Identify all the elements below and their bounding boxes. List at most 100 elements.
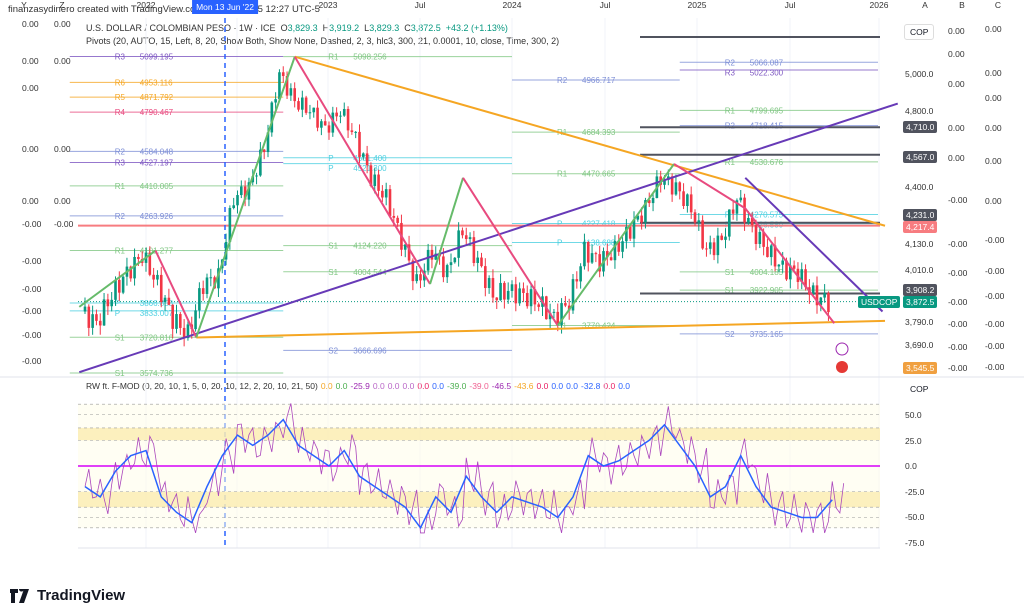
osc-title: RW ft. F-MOD (0, 20, 10, 1, 5, 0, 20, 10… (86, 381, 318, 391)
left-axis-value: 0.00 (22, 56, 39, 66)
candle-body (647, 200, 651, 204)
time-axis-button[interactable]: A (922, 0, 928, 10)
time-axis-button[interactable]: B (959, 0, 965, 10)
osc-value: -39.0 (447, 381, 467, 391)
candle-body (182, 327, 186, 339)
pivot-label: R1 (328, 53, 339, 62)
pivot-value: 4871.792 (140, 93, 174, 102)
left-axis-value: -0.00 (22, 356, 42, 366)
right-axis-value: 0.00 (985, 93, 1002, 103)
candle-body (255, 175, 258, 177)
candle-body (232, 205, 235, 208)
price-tick: 4,400.0 (905, 182, 934, 192)
time-axis-button[interactable]: C (994, 0, 1002, 10)
osc-value: 0.0 (335, 381, 348, 391)
candle-body (163, 297, 167, 303)
price-tick: 4,800.0 (905, 106, 934, 116)
tradingview-logo: TradingView (10, 587, 125, 604)
price-badge: 4,567.0 (903, 151, 938, 163)
candle-body (83, 306, 87, 312)
right-axis-value: 0.00 (948, 153, 965, 163)
candle-body (510, 284, 514, 291)
candle-body (705, 248, 708, 250)
candle-body (712, 242, 716, 256)
time-axis-button[interactable]: Z (59, 0, 65, 10)
candle-body (686, 194, 689, 206)
pivot-value: 4551.400 (353, 154, 387, 163)
pivot-label: R3 (115, 159, 126, 168)
close-label: C (404, 23, 411, 33)
candle-body (487, 278, 491, 289)
trendline-orange (294, 55, 886, 227)
osc-value: 0.0 (536, 381, 549, 391)
candle-body (152, 274, 155, 280)
candle-body (434, 253, 438, 260)
symbol-legend[interactable]: U.S. DOLLAR / COLOMBIAN PESO · 1W · ICE … (86, 23, 508, 33)
time-axis-button[interactable]: Y (21, 0, 27, 10)
candle-body (464, 235, 468, 240)
time-axis-label: 2025 (687, 0, 707, 10)
candle-body (548, 312, 552, 320)
candle-body (564, 303, 567, 306)
candle-body (159, 274, 163, 303)
pivot-value: 4124.220 (353, 242, 387, 251)
candle-body (491, 278, 495, 298)
candle-body (304, 97, 308, 113)
pivot-label: S2 (725, 330, 735, 339)
candle-body (636, 215, 640, 220)
pivot-value: 4470.665 (582, 170, 616, 179)
candle-body (301, 97, 304, 110)
candle-body (426, 249, 430, 271)
candle-body (110, 299, 113, 307)
candle-body (529, 289, 533, 307)
right-axis-value: -0.00 (948, 319, 968, 329)
chart-credit: finanzasydinero created with TradingView… (8, 4, 320, 15)
candle-body (91, 314, 94, 328)
oscillator-legend[interactable]: RW ft. F-MOD (0, 20, 10, 1, 5, 0, 20, 10… (86, 381, 636, 391)
left-axis-value: 0.00 (54, 196, 71, 206)
candle-body (632, 219, 636, 239)
osc-value: -39.0 (469, 381, 489, 391)
candle-body (354, 131, 357, 133)
right-axis-value: 0.00 (985, 24, 1002, 34)
pivot-value: 3866.858 (140, 299, 174, 308)
candle-body (583, 242, 586, 267)
candle-body (640, 215, 643, 223)
trendline-purple (744, 177, 884, 313)
candle-body (407, 244, 411, 261)
candle-body (811, 285, 815, 295)
candle-body (320, 121, 323, 128)
candle-body (205, 277, 209, 294)
pivot-value: 4584.048 (140, 147, 174, 156)
candle-body (476, 257, 479, 263)
right-axis-value: 0.00 (948, 123, 965, 133)
candle-body (689, 194, 693, 213)
pivot-value: 4227.418 (582, 220, 616, 229)
zigzag-down-leg (293, 56, 431, 285)
candle-body (766, 246, 769, 258)
pivot-label: P (115, 309, 120, 318)
pivot-value: 4527.197 (140, 159, 174, 168)
right-axis-value: -0.00 (948, 268, 968, 278)
candle-body (594, 253, 598, 255)
pivot-value: 3770.424 (582, 321, 616, 330)
candle-body (98, 320, 102, 326)
candle-body (415, 274, 418, 282)
right-axis-value: 0.00 (985, 156, 1002, 166)
candle-body (598, 254, 601, 272)
pivot-label: R1 (725, 158, 736, 167)
candle-body (243, 186, 247, 200)
currency-button[interactable]: COP (904, 24, 935, 40)
candle-body (537, 304, 540, 307)
low-value: 3,829.3 (369, 23, 400, 33)
candle-body (617, 241, 621, 252)
price-tick: 3,790.0 (905, 317, 934, 327)
candle-body (445, 265, 449, 278)
right-axis-value: 0.00 (985, 123, 1002, 133)
right-axis-value: -0.00 (985, 341, 1005, 351)
candle-body (827, 293, 830, 313)
candle-body (228, 207, 232, 242)
pivot-label: R1 (725, 106, 736, 115)
pivots-legend[interactable]: Pivots (20, AUTO, 15, Left, 8, 20, Show … (86, 36, 560, 46)
